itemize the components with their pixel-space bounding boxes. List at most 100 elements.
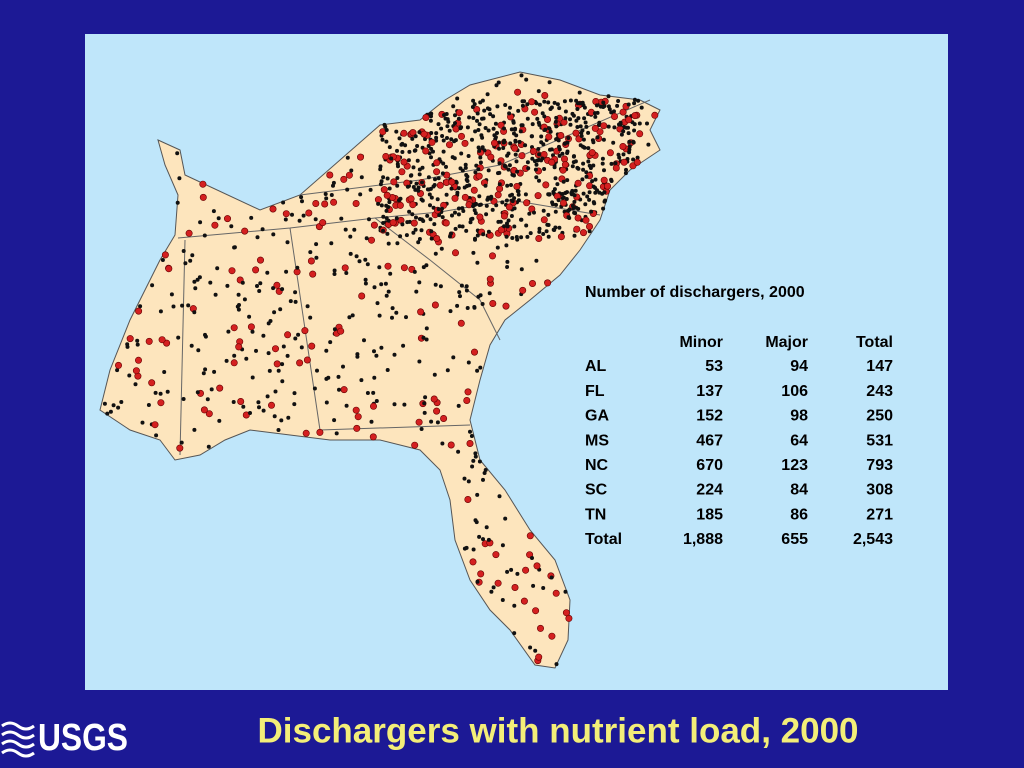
minor-discharger xyxy=(590,179,595,184)
minor-discharger xyxy=(381,214,386,219)
major-discharger xyxy=(383,191,391,199)
minor-discharger xyxy=(424,337,429,342)
major-discharger xyxy=(497,226,505,234)
minor-discharger xyxy=(592,201,597,206)
minor-discharger xyxy=(514,235,519,239)
minor-discharger xyxy=(505,265,510,269)
minor-discharger xyxy=(471,458,476,463)
major-discharger xyxy=(211,221,219,229)
minor-discharger xyxy=(386,289,391,294)
major-discharger xyxy=(470,186,478,194)
major-discharger xyxy=(448,178,456,186)
minor-discharger xyxy=(472,305,477,309)
minor-discharger xyxy=(257,289,262,293)
minor-discharger xyxy=(364,236,369,241)
major-discharger xyxy=(433,168,441,176)
minor-discharger xyxy=(498,219,503,224)
major-discharger xyxy=(242,411,250,419)
minor-discharger xyxy=(606,124,611,129)
minor-discharger xyxy=(473,129,478,134)
minor-discharger xyxy=(503,164,508,169)
minor-discharger xyxy=(546,192,551,197)
minor-discharger xyxy=(480,302,485,306)
major-discharger xyxy=(370,221,378,229)
minor-discharger xyxy=(419,197,424,202)
minor-discharger xyxy=(299,195,304,200)
minor-discharger xyxy=(511,120,516,125)
minor-discharger xyxy=(571,154,576,159)
major-discharger xyxy=(247,323,255,331)
minor-discharger xyxy=(456,403,461,408)
minor-discharger xyxy=(475,118,479,123)
minor-discharger xyxy=(593,111,597,116)
table-title: Number of dischargers, 2000 xyxy=(585,284,805,301)
minor-discharger xyxy=(552,100,557,105)
minor-discharger xyxy=(209,387,214,392)
minor-discharger xyxy=(386,218,391,223)
major-discharger xyxy=(256,256,264,264)
minor-discharger xyxy=(375,301,380,306)
major-discharger xyxy=(409,129,417,137)
major-discharger xyxy=(464,388,472,396)
minor-discharger xyxy=(601,105,606,109)
major-discharger xyxy=(161,251,169,259)
minor-discharger xyxy=(555,182,560,187)
major-discharger xyxy=(557,132,565,140)
minor-discharger xyxy=(505,153,510,158)
minor-discharger xyxy=(519,73,524,78)
minor-discharger xyxy=(561,195,566,200)
major-discharger xyxy=(620,158,628,166)
minor-discharger xyxy=(119,400,124,404)
major-discharger xyxy=(500,212,508,220)
minor-discharger xyxy=(587,229,592,234)
major-discharger xyxy=(326,171,334,179)
minor-discharger xyxy=(394,310,399,315)
minor-discharger xyxy=(435,197,440,202)
minor-discharger xyxy=(410,212,415,217)
minor-discharger xyxy=(486,229,491,234)
minor-discharger xyxy=(613,161,618,166)
minor-discharger xyxy=(402,402,407,407)
minor-discharger xyxy=(532,210,536,215)
minor-discharger xyxy=(350,313,355,318)
minor-discharger xyxy=(627,147,632,152)
minor-discharger xyxy=(591,184,596,189)
minor-discharger xyxy=(265,394,270,399)
minor-discharger xyxy=(384,208,389,213)
minor-discharger xyxy=(524,223,529,228)
major-discharger xyxy=(636,130,644,138)
minor-discharger xyxy=(359,175,364,180)
minor-discharger xyxy=(445,124,450,129)
minor-discharger xyxy=(503,516,508,521)
minor-discharger xyxy=(582,145,587,150)
minor-discharger xyxy=(439,246,444,251)
minor-discharger xyxy=(240,280,245,285)
minor-discharger xyxy=(543,127,548,132)
minor-discharger xyxy=(192,427,197,432)
minor-discharger xyxy=(324,348,329,353)
major-discharger xyxy=(528,205,536,213)
slide-title: Dischargers with nutrient load, 2000 xyxy=(258,711,859,750)
minor-discharger xyxy=(412,269,417,274)
minor-discharger xyxy=(383,124,388,129)
minor-discharger xyxy=(470,137,474,142)
minor-discharger xyxy=(565,178,570,183)
major-discharger xyxy=(497,121,505,129)
major-discharger xyxy=(596,128,604,136)
table-cell: 531 xyxy=(866,432,893,449)
minor-discharger xyxy=(456,449,461,454)
table-cell: 53 xyxy=(705,358,723,375)
major-discharger xyxy=(400,158,408,166)
minor-discharger xyxy=(554,202,558,207)
minor-discharger xyxy=(395,176,400,180)
minor-discharger xyxy=(313,217,318,222)
major-discharger xyxy=(369,433,377,441)
table-cell: 152 xyxy=(696,408,723,425)
major-discharger xyxy=(535,235,543,243)
minor-discharger xyxy=(400,222,405,227)
minor-discharger xyxy=(417,359,422,364)
minor-discharger xyxy=(463,162,468,167)
minor-discharger xyxy=(378,164,383,169)
minor-discharger xyxy=(153,390,158,395)
